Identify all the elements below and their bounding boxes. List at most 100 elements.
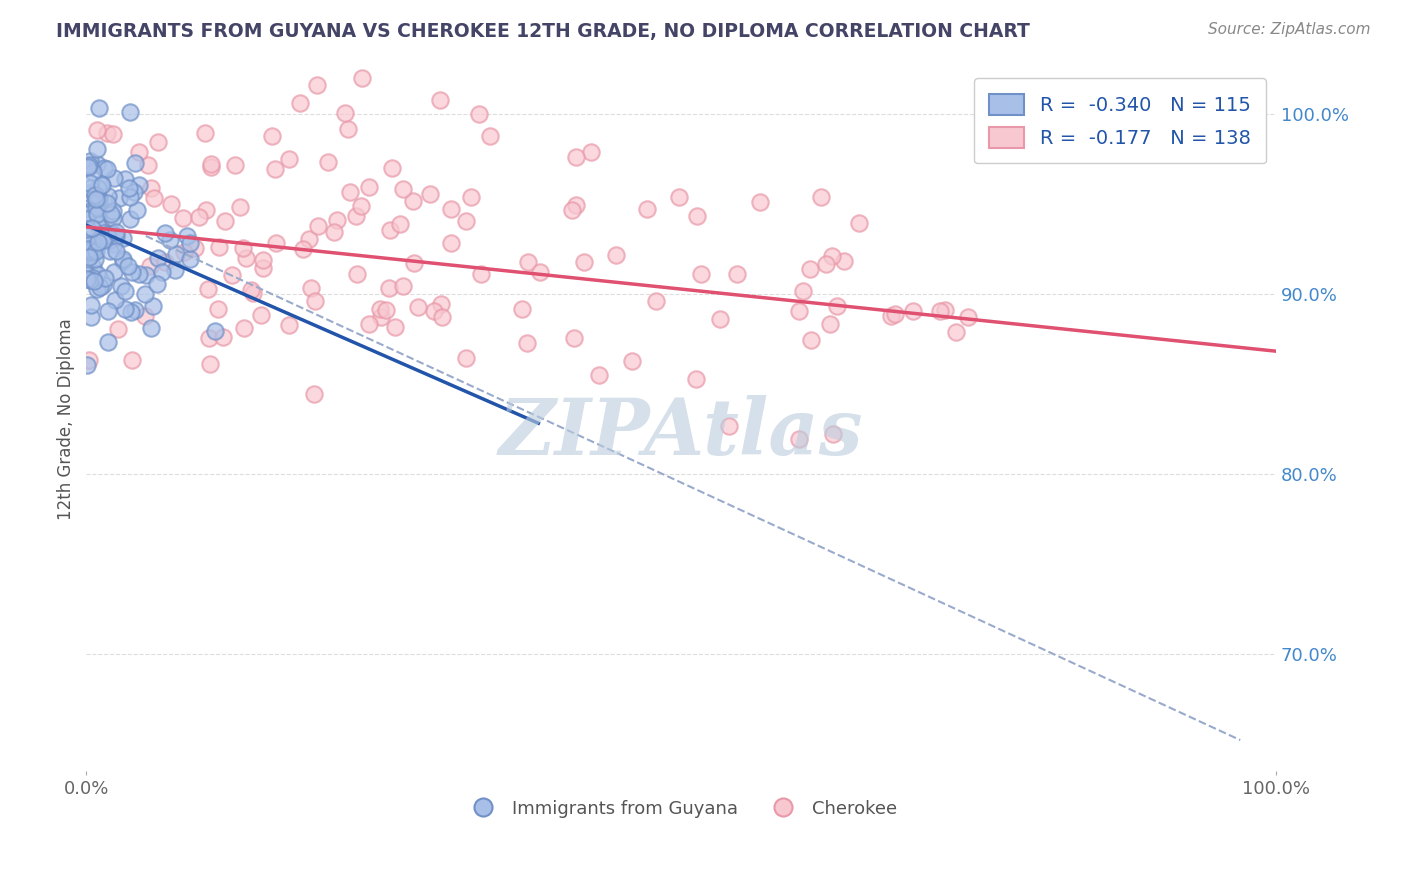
Point (430, 297, 453, 311)
Point (298, 232, 321, 246)
Point (86, 192, 108, 206)
Point (381, 161, 404, 176)
Point (118, 181, 141, 195)
Point (934, 302, 956, 317)
Point (564, 198, 586, 212)
Point (200, 157, 222, 171)
Point (97, 233, 120, 247)
Point (561, 202, 583, 217)
Point (76, 242, 98, 256)
Point (103, 236, 125, 251)
Point (467, 107, 489, 121)
Point (97, 304, 120, 318)
Point (818, 317, 841, 331)
Point (79, 353, 101, 368)
Point (139, 260, 162, 274)
Point (79, 181, 101, 195)
Point (165, 247, 187, 261)
Point (93, 161, 115, 176)
Point (252, 252, 274, 267)
Point (821, 249, 844, 263)
Point (429, 93, 451, 107)
Point (82, 241, 104, 255)
Point (440, 202, 463, 216)
Point (76, 358, 98, 372)
Point (96, 195, 118, 210)
Point (823, 426, 845, 441)
Point (114, 301, 136, 316)
Point (644, 293, 666, 308)
Point (97, 222, 120, 236)
Point (76, 222, 98, 236)
Point (339, 185, 361, 199)
Point (278, 318, 301, 332)
Point (77, 158, 100, 172)
Point (800, 333, 823, 347)
Point (120, 105, 142, 120)
Point (685, 371, 707, 385)
Point (101, 128, 124, 142)
Point (879, 309, 901, 323)
Point (141, 321, 163, 335)
Point (163, 262, 186, 277)
Point (83, 188, 105, 202)
Point (440, 235, 463, 250)
Point (197, 282, 219, 296)
Point (87, 190, 110, 204)
Point (565, 150, 588, 164)
Point (153, 255, 176, 269)
Point (107, 322, 129, 336)
Point (80, 247, 103, 261)
Point (77, 207, 100, 221)
Point (146, 277, 169, 292)
Point (239, 283, 262, 297)
Point (94, 270, 117, 285)
Point (103, 204, 125, 219)
Point (97, 189, 120, 203)
Point (620, 354, 643, 368)
Point (316, 155, 339, 169)
Point (155, 227, 177, 241)
Point (200, 160, 222, 174)
Point (529, 265, 551, 279)
Point (90, 178, 112, 192)
Point (87, 201, 110, 215)
Point (249, 308, 271, 322)
Point (84, 244, 107, 259)
Point (883, 307, 905, 321)
Point (87, 181, 110, 195)
Point (103, 265, 125, 279)
Point (82, 203, 104, 218)
Point (188, 211, 211, 225)
Point (89, 192, 111, 206)
Point (150, 265, 173, 279)
Point (120, 190, 142, 204)
Point (84, 201, 107, 215)
Point (848, 216, 870, 230)
Point (709, 311, 731, 326)
Point (221, 268, 243, 282)
Point (105, 225, 128, 239)
Point (75, 212, 97, 227)
Point (76, 237, 98, 252)
Point (179, 252, 201, 266)
Point (460, 190, 482, 204)
Point (419, 187, 441, 202)
Point (392, 278, 415, 293)
Point (93, 227, 115, 241)
Point (516, 336, 538, 351)
Point (717, 419, 740, 434)
Point (668, 190, 690, 204)
Point (277, 152, 299, 166)
Point (194, 127, 217, 141)
Point (86, 235, 108, 249)
Point (103, 227, 125, 241)
Point (82, 260, 104, 274)
Point (292, 242, 315, 256)
Point (404, 256, 426, 270)
Point (176, 228, 198, 243)
Point (100, 207, 122, 221)
Point (378, 222, 401, 236)
Point (97, 335, 120, 350)
Point (810, 190, 832, 204)
